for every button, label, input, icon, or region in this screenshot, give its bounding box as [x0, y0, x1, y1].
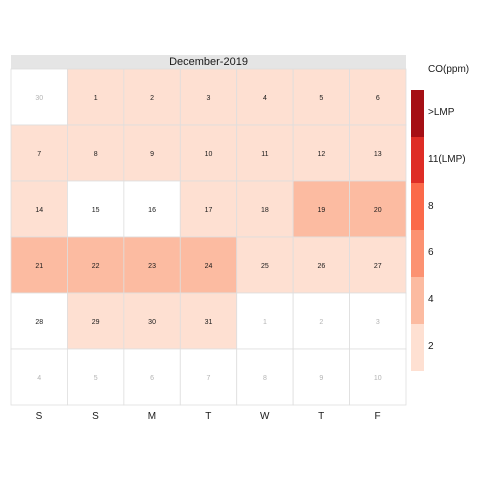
- day-label: 4: [263, 95, 267, 102]
- calendar-cell: [67, 348, 125, 406]
- day-label: 11: [261, 151, 268, 158]
- calendar-cell: [123, 236, 181, 294]
- calendar-cell: [10, 68, 68, 126]
- weekday-label: F: [374, 411, 381, 422]
- day-label: 30: [148, 319, 156, 326]
- calendar-cell: [123, 292, 181, 350]
- calendar-cell: [292, 180, 350, 238]
- weekday-label: S: [35, 411, 43, 422]
- legend-swatch: [411, 183, 424, 231]
- calendar-cell: [292, 68, 350, 126]
- day-label: 2: [150, 95, 154, 102]
- day-label: 31: [205, 319, 213, 326]
- legend-label: 11(LMP): [428, 154, 466, 166]
- day-label: 3: [207, 95, 211, 102]
- calendar-cell: [236, 68, 294, 126]
- weekday-label: S: [92, 411, 99, 422]
- calendar-cell: [236, 124, 294, 182]
- weekday-label: W: [259, 411, 270, 422]
- day-label: 1: [94, 95, 98, 102]
- day-label: 9: [319, 375, 323, 382]
- day-label: 7: [37, 151, 41, 158]
- day-label: 9: [150, 151, 154, 158]
- legend-swatch: [411, 136, 424, 184]
- calendar-cell: [179, 348, 238, 406]
- day-label: 25: [261, 263, 269, 270]
- day-label: 16: [148, 207, 156, 214]
- calendar-cell: [292, 124, 350, 182]
- calendar-cell: [349, 348, 407, 406]
- legend-swatch: [411, 230, 424, 278]
- weekday-label: T: [318, 411, 325, 422]
- calendar-cell: [10, 292, 68, 350]
- legend-label: 6: [428, 247, 434, 259]
- calendar-cell: [236, 348, 294, 406]
- day-label: 8: [94, 151, 98, 158]
- calendar-cell: [179, 180, 238, 238]
- day-label: 10: [374, 375, 382, 382]
- day-label: 13: [374, 151, 382, 158]
- day-label: 4: [37, 375, 41, 382]
- legend-title: CO(ppm): [428, 64, 470, 75]
- legend-label: >LMP: [428, 107, 455, 119]
- legend-label: 4: [428, 294, 434, 306]
- day-label: 2: [319, 319, 323, 326]
- calendar-cell: [10, 236, 68, 294]
- day-label: 26: [317, 263, 325, 270]
- day-label: 28: [35, 319, 43, 326]
- day-label: 27: [374, 263, 382, 270]
- legend-swatch: [411, 276, 424, 324]
- calendar-cell: [236, 236, 294, 294]
- day-label: 29: [92, 319, 100, 326]
- day-label: 10: [205, 151, 213, 158]
- calendar-cell: [179, 68, 238, 126]
- day-label: 5: [94, 375, 98, 382]
- day-label: 19: [317, 207, 325, 214]
- legend-swatch: [411, 323, 424, 371]
- day-label: 20: [374, 207, 382, 214]
- calendar-cell: [123, 348, 181, 406]
- day-label: 24: [205, 263, 213, 270]
- calendar-cell: [179, 292, 238, 350]
- calendar-cell: [349, 236, 407, 294]
- calendar-cell: [236, 180, 294, 238]
- calendar-cell: [349, 180, 407, 238]
- weekday-label: M: [147, 411, 157, 422]
- day-label: 30: [35, 95, 43, 102]
- calendar-cell: [292, 292, 350, 350]
- legend-swatch: [411, 90, 424, 138]
- day-label: 5: [319, 95, 323, 102]
- weekday-label: T: [205, 411, 212, 422]
- day-label: 8: [263, 375, 267, 382]
- day-label: 6: [376, 95, 380, 102]
- calendar-cell: [179, 124, 238, 182]
- calendar-cell: [349, 124, 407, 182]
- day-label: 6: [150, 375, 154, 382]
- calendar-cell: [123, 68, 181, 126]
- day-label: 12: [317, 151, 325, 158]
- day-label: 7: [207, 375, 211, 382]
- calendar-cell: [349, 292, 407, 350]
- legend-label: 2: [428, 340, 434, 352]
- day-label: 23: [148, 263, 156, 270]
- day-label: 14: [35, 207, 43, 214]
- legend-label: 8: [428, 200, 434, 212]
- day-label: 1: [263, 319, 267, 326]
- chart-title: December-2019: [169, 56, 248, 68]
- calendar-cell: [67, 124, 125, 182]
- day-label: 17: [205, 207, 213, 214]
- day-label: 15: [92, 207, 100, 214]
- day-label: 21: [35, 263, 43, 270]
- day-label: 18: [261, 207, 269, 214]
- day-label: 3: [376, 319, 380, 326]
- title-strip: [11, 55, 406, 69]
- day-label: 22: [92, 263, 100, 270]
